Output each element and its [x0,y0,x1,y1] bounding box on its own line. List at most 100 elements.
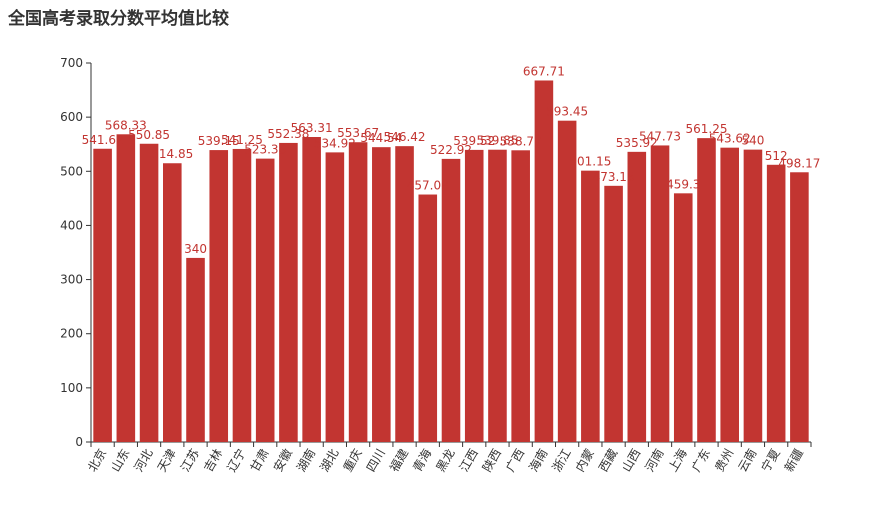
data-label: 561.25 [685,122,727,136]
bar[interactable] [325,152,345,442]
bar[interactable] [209,150,229,442]
x-tick-label: 浙江 [550,447,574,475]
y-tick-label: 700 [60,56,83,70]
y-tick-label: 200 [60,327,83,341]
data-label: 522.92 [430,143,472,157]
data-label: 550.85 [128,128,170,142]
x-tick-label: 天津 [155,447,179,475]
data-label: 547.73 [639,129,681,143]
data-label: 553.67 [337,126,379,140]
bar[interactable] [464,149,484,442]
data-label: 523.38 [244,143,286,157]
y-tick-label: 400 [60,218,83,232]
data-label: 541.25 [221,133,263,147]
bar[interactable] [720,147,739,443]
bar[interactable] [163,163,182,443]
bar[interactable] [372,147,391,443]
y-tick-label: 0 [75,435,83,449]
x-tick-label: 海南 [526,446,551,474]
x-tick-label: 江苏 [178,447,202,475]
bar[interactable] [93,148,112,442]
bar[interactable] [743,149,763,442]
x-tick-label: 湖南 [293,446,318,474]
x-tick-label: 宁夏 [758,446,783,474]
bar[interactable] [116,134,136,442]
bar[interactable] [139,143,159,442]
x-tick-label: 广东 [689,447,713,475]
data-label: 667.71 [523,64,565,78]
bar[interactable] [697,138,716,442]
bar[interactable] [232,148,252,442]
x-tick-label: 内蒙 [573,447,597,475]
bar[interactable] [604,185,623,443]
bar[interactable] [581,170,600,442]
x-tick-label: 陕西 [479,446,504,474]
x-tick-label: 西藏 [596,447,620,475]
bar[interactable] [766,164,786,442]
bar[interactable] [557,120,577,443]
data-label: 552.38 [267,127,309,141]
data-label: 457.08 [407,179,449,193]
bar[interactable] [441,158,461,443]
x-tick-label: 青海 [409,446,434,474]
x-tick-label: 福建 [386,446,411,474]
data-label: 568.33 [105,118,147,132]
data-label: 512 [765,149,788,163]
bar[interactable] [395,146,414,443]
bar[interactable] [279,142,298,442]
bar[interactable] [488,149,507,443]
bar[interactable] [255,158,275,442]
chart-title: 全国高考录取分数平均值比较 [8,9,229,29]
y-tick-label: 100 [60,381,83,395]
x-tick-label: 山西 [619,447,643,475]
data-label: 498.17 [778,156,820,170]
x-tick-label: 贵州 [712,447,736,475]
x-tick-label: 河南 [642,446,667,474]
x-tick-label: 重庆 [341,447,365,475]
bar-series [93,80,809,443]
x-tick-label: 新疆 [781,446,806,474]
x-tick-label: 北京 [85,447,109,475]
x-tick-label: 云南 [735,446,760,474]
data-label: 539.85 [476,134,518,148]
data-labels: 541.62568.33550.85514.85340539.15541.255… [82,64,821,255]
data-label: 538.77 [500,134,542,148]
bar[interactable] [511,150,530,442]
x-tick-label: 安徽 [270,446,295,474]
bar[interactable] [673,193,693,442]
x-axis: 北京 山东 河北 天津 江苏 吉林 辽宁 甘肃 安徽 湖南 湖北 重庆 四川 福建 青海 黑龙 江西 陕西 广西 海南… [85,441,812,475]
bar[interactable] [627,151,647,443]
x-tick-label: 辽宁 [224,446,249,474]
bar[interactable] [302,137,321,442]
data-label: 473.15 [593,170,635,184]
bar[interactable] [534,80,554,442]
x-tick-label: 湖北 [316,446,341,474]
x-tick-label: 广西 [503,447,527,475]
x-tick-label: 吉林 [201,447,225,475]
data-label: 563.31 [291,121,333,135]
y-tick-label: 300 [60,273,83,287]
bar[interactable] [790,172,809,442]
x-tick-label: 河北 [132,447,156,475]
data-label: 546.42 [384,130,426,144]
bar[interactable] [186,257,205,442]
bar[interactable] [348,142,368,443]
bar[interactable] [418,194,438,442]
y-axis: 0 100 200 300 400 500 600 700 [60,56,92,449]
data-label: 539.52 [453,134,495,148]
x-tick-label: 甘肃 [248,447,272,475]
data-label: 543.62 [709,132,751,146]
x-tick-label: 黑龙 [433,447,457,475]
x-tick-label: 上海 [665,446,690,474]
y-tick-label: 600 [60,110,83,124]
data-label: 593.45 [546,105,588,119]
data-label: 540 [741,134,764,148]
y-tick-label: 500 [60,164,83,178]
data-label: 501.15 [569,155,611,169]
x-tick-label: 四川 [364,447,388,475]
x-tick-label: 山东 [108,447,132,475]
data-label: 541.62 [82,133,124,147]
x-tick-label: 江西 [457,447,481,475]
bar[interactable] [650,145,670,442]
